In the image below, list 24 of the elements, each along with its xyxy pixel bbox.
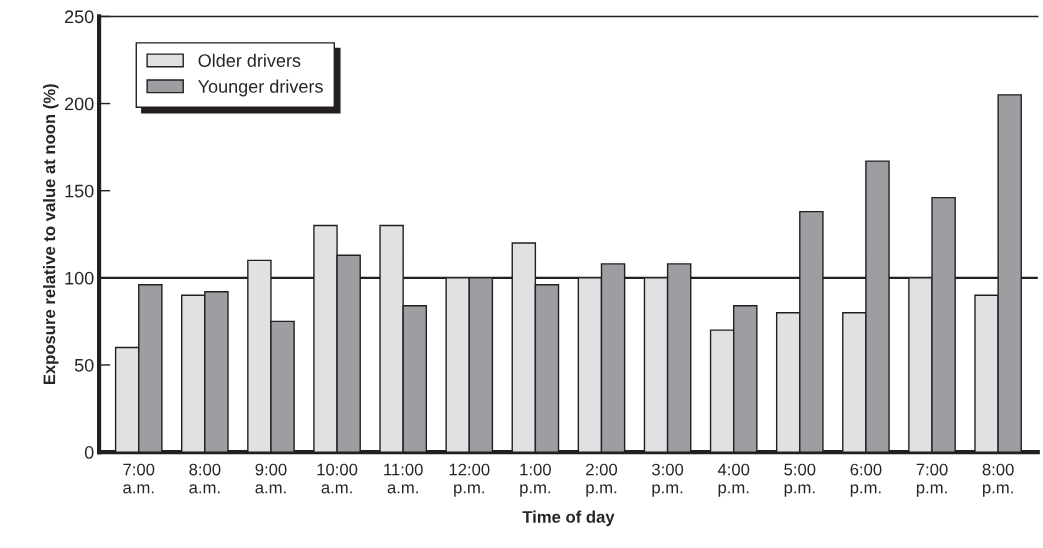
x-axis-title: Time of day (522, 510, 615, 527)
x-tick-label: 7:00 a.m. (123, 463, 155, 494)
x-tick-label: 8:00 a.m. (189, 463, 221, 494)
x-tick-label: 11:00 a.m. (384, 463, 423, 494)
x-tick-label: 9:00 a.m. (255, 463, 287, 494)
y-tick-label: 200 (65, 97, 94, 111)
y-tick-label: 100 (65, 271, 94, 285)
x-tick-label: 6:00 p.m. (850, 463, 882, 497)
legend-label: Older drivers (198, 53, 301, 67)
x-tick-label: 5:00 p.m. (784, 463, 816, 497)
legend-label: Younger drivers (198, 79, 323, 97)
x-tick-label: 1:00 p.m. (520, 463, 551, 497)
x-tick-label: 12:00 p.m. (449, 463, 490, 497)
x-tick-label: 7:00 p.m. (916, 463, 948, 497)
y-tick-label: 150 (65, 184, 94, 198)
y-axis-title: Exposure relative to value at noon (%) (43, 84, 59, 385)
x-tick-label: 10:00 a.m. (317, 463, 358, 494)
x-tick-label: 2:00 p.m. (586, 463, 618, 497)
x-tick-label: 3:00 p.m. (652, 463, 684, 497)
y-tick-label: 0 (84, 446, 94, 459)
x-tick-label: 8:00 p.m. (982, 463, 1014, 497)
y-tick-label: 50 (74, 358, 94, 372)
y-tick-label: 250 (65, 10, 94, 24)
x-tick-label: 4:00 p.m. (717, 463, 750, 497)
